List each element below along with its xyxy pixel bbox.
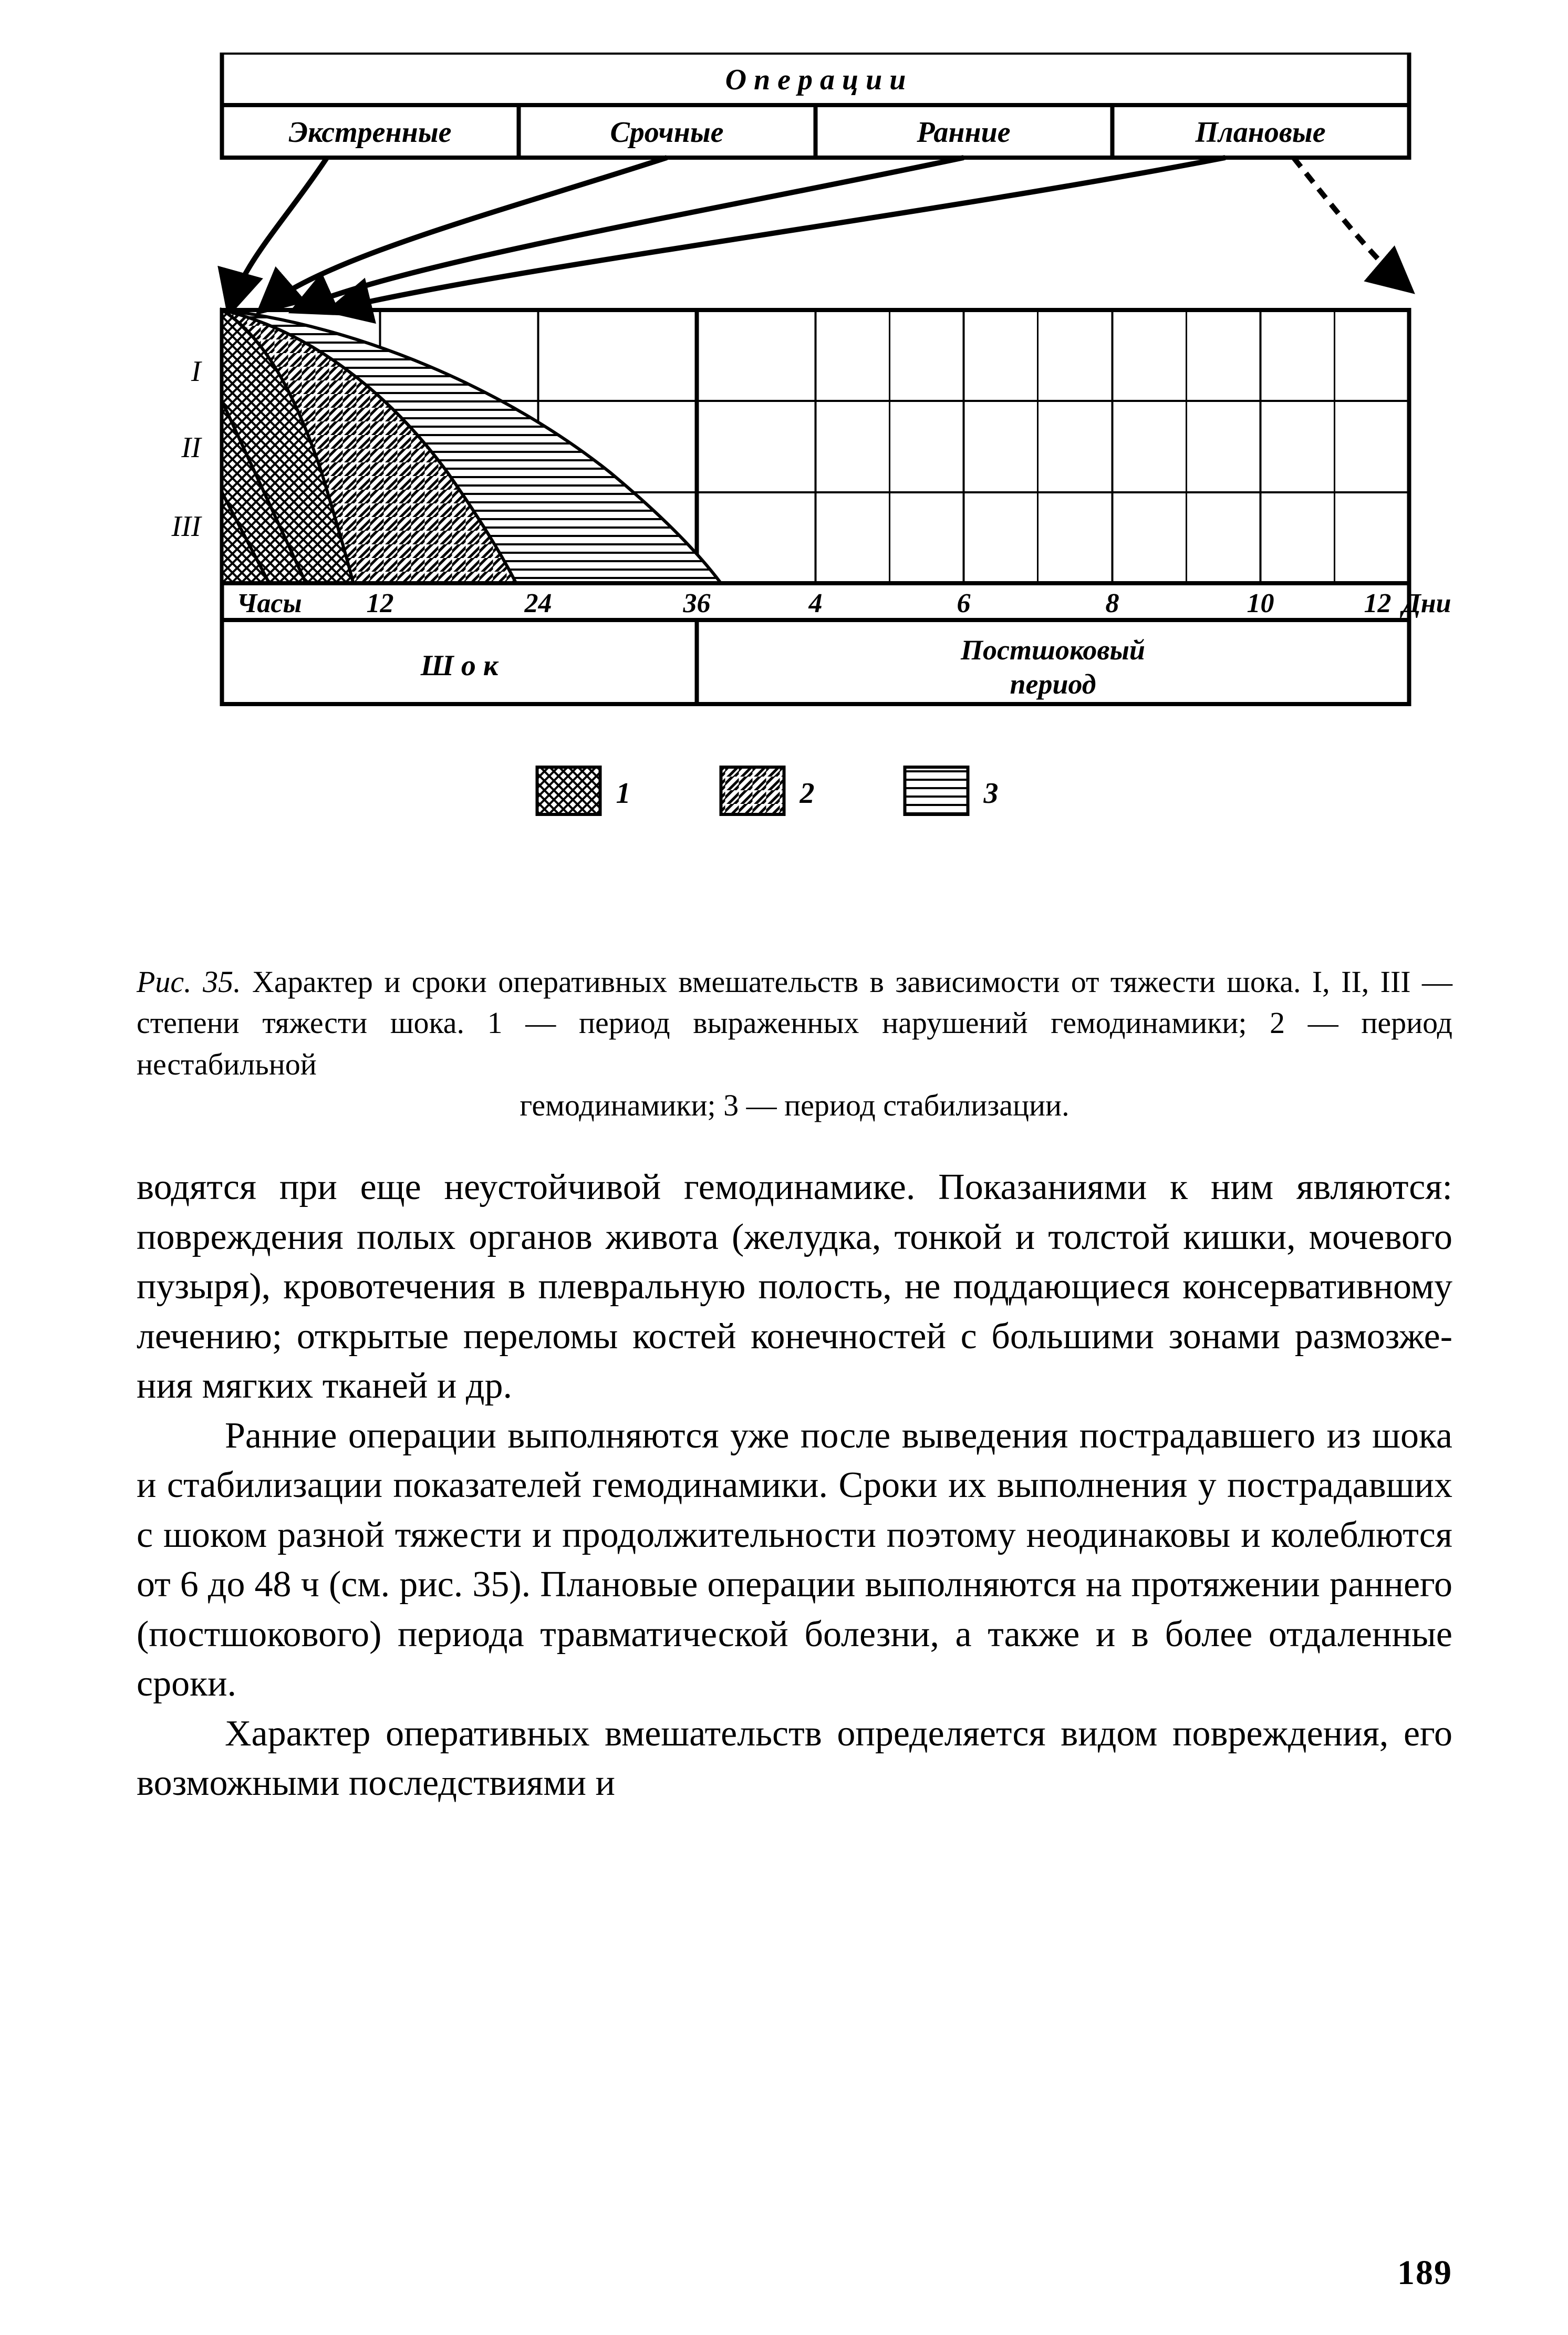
legend-key-2: 2 [799, 777, 815, 810]
y-label-3: III [171, 510, 202, 543]
figure-35-svg: О п е р а ц и и Экстренные Срочные Ранни… [137, 53, 1452, 867]
bottom-right-label-2: период [1010, 668, 1096, 700]
figure-35: О п е р а ц и и Экстренные Срочные Ранни… [137, 53, 1452, 867]
y-label-2: II [181, 431, 202, 464]
legend-item-2: 2 [721, 767, 815, 814]
caption-centered-line: гемодинамики; 3 — период стабилизации. [137, 1085, 1452, 1126]
bottom-band: Ш о к Постшоковый период [222, 620, 1409, 704]
body-paragraph-2: Ранние операции выполняются уже после вы… [137, 1411, 1452, 1709]
figure-caption: Рис. 35. Характер и сроки оперативных вм… [137, 962, 1452, 1126]
bottom-right-label-1: Постшоковый [960, 634, 1145, 666]
x-tick-d4: 4 [808, 588, 823, 618]
header-col-3-label: Ранние [916, 116, 1010, 149]
header-arrows [230, 158, 1409, 310]
page-number: 189 [1397, 2253, 1452, 2293]
legend-item-3: 3 [905, 767, 999, 814]
header-col-4-label: Плановые [1195, 116, 1325, 149]
legend-item-1: 1 [537, 767, 631, 814]
x-tick-d8: 8 [1106, 588, 1119, 618]
header-col-1-label: Экстренные [289, 116, 452, 149]
body-paragraph-1: водятся при еще неустойчивой гемодинамик… [137, 1163, 1452, 1411]
x-tick-h24: 24 [524, 588, 552, 618]
shock-regions [222, 310, 721, 583]
bottom-left-label: Ш о к [420, 649, 499, 682]
x-tick-d6: 6 [957, 588, 971, 618]
header-col-2-label: Срочные [610, 116, 723, 149]
legend: 1 2 3 [537, 767, 999, 814]
caption-prefix: Рис. 35. [137, 965, 241, 999]
body-paragraph-3: Характер оперативных вмешательств опреде… [137, 1709, 1452, 1809]
y-axis-labels: I II III [171, 355, 202, 543]
x-axis-labels: Часы 12 24 36 4 6 8 10 12 Дни [236, 588, 1451, 618]
x-tick-d10: 10 [1247, 588, 1274, 618]
legend-key-1: 1 [616, 777, 631, 810]
header-table: О п е р а ц и и Экстренные Срочные Ранни… [222, 53, 1409, 158]
x-tick-h36: 36 [683, 588, 711, 618]
y-label-1: I [191, 355, 202, 388]
caption-main: Характер и сроки оперативных вмешательст… [137, 965, 1452, 1081]
x-unit-hours: Часы [236, 588, 302, 618]
legend-key-3: 3 [983, 777, 999, 810]
x-tick-h12: 12 [367, 588, 394, 618]
body-text: водятся при еще неустойчивой гемодинамик… [137, 1163, 1452, 1809]
header-title: О п е р а ц и и [725, 64, 906, 96]
x-tick-d12: 12 [1364, 588, 1392, 618]
